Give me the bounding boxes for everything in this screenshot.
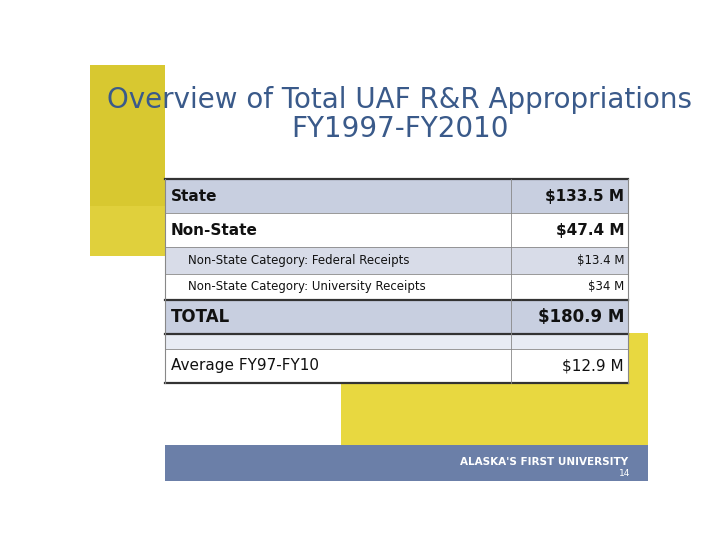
Text: Non-State Category: University Receipts: Non-State Category: University Receipts — [188, 280, 426, 293]
Text: Non-State Category: Federal Receipts: Non-State Category: Federal Receipts — [188, 254, 409, 267]
FancyBboxPatch shape — [166, 247, 629, 274]
Text: 14: 14 — [618, 469, 630, 478]
Text: $13.4 M: $13.4 M — [577, 254, 624, 267]
FancyBboxPatch shape — [166, 349, 629, 383]
Text: Non-State: Non-State — [171, 223, 258, 238]
Text: FY1997-FY2010: FY1997-FY2010 — [291, 115, 508, 143]
FancyBboxPatch shape — [166, 179, 629, 213]
FancyBboxPatch shape — [166, 274, 629, 300]
FancyBboxPatch shape — [166, 300, 629, 334]
Text: TOTAL: TOTAL — [171, 308, 230, 326]
Text: Overview of Total UAF R&R Appropriations: Overview of Total UAF R&R Appropriations — [107, 86, 692, 114]
FancyBboxPatch shape — [90, 206, 166, 256]
Text: Average FY97-FY10: Average FY97-FY10 — [171, 359, 319, 373]
FancyBboxPatch shape — [166, 213, 629, 247]
FancyBboxPatch shape — [166, 334, 629, 349]
Text: $12.9 M: $12.9 M — [562, 359, 624, 373]
Text: ALASKA'S FIRST UNIVERSITY: ALASKA'S FIRST UNIVERSITY — [460, 457, 629, 467]
FancyBboxPatch shape — [341, 333, 648, 446]
FancyBboxPatch shape — [166, 446, 648, 481]
Text: $47.4 M: $47.4 M — [556, 223, 624, 238]
Text: State: State — [171, 189, 217, 204]
Text: $133.5 M: $133.5 M — [545, 189, 624, 204]
Text: $180.9 M: $180.9 M — [538, 308, 624, 326]
FancyBboxPatch shape — [90, 65, 166, 256]
Text: $34 M: $34 M — [588, 280, 624, 293]
